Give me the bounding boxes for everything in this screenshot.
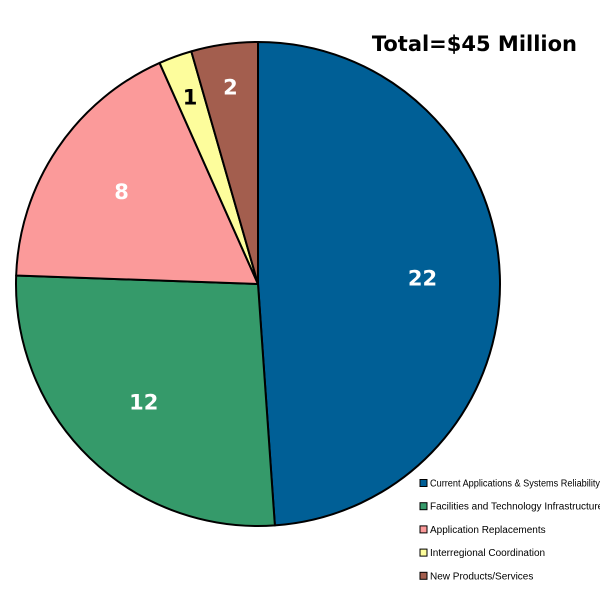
data-label-3: 8 <box>114 180 129 204</box>
legend-swatch-3 <box>419 525 428 534</box>
pie-slice-1 <box>257 41 501 527</box>
legend-label-3: Application Replacements <box>430 525 546 536</box>
legend-swatch-5 <box>419 571 428 580</box>
legend-swatch-2 <box>419 502 428 511</box>
pie-slice-3 <box>15 61 259 285</box>
legend-swatch-1 <box>419 479 428 487</box>
legend-swatch-4 <box>419 548 428 557</box>
data-label-2: 12 <box>129 390 158 414</box>
legend-label-4: Interregional Coordination <box>430 548 545 559</box>
data-label-1: 22 <box>408 266 437 290</box>
pie-slice-2 <box>15 274 276 527</box>
chart-title: Total=$45 Million <box>372 32 577 56</box>
pie-slice-5 <box>190 41 259 285</box>
data-label-5: 2 <box>223 76 238 100</box>
legend-label-2: Facilities and Technology Infrastructure <box>430 502 600 513</box>
pie-slices <box>15 41 501 527</box>
legend: Current Applications & Systems Reliabili… <box>419 479 600 582</box>
data-label-4: 1 <box>183 86 198 110</box>
legend-label-1: Current Applications & Systems Reliabili… <box>430 479 600 490</box>
legend-label-5: New Products/Services <box>430 571 533 582</box>
